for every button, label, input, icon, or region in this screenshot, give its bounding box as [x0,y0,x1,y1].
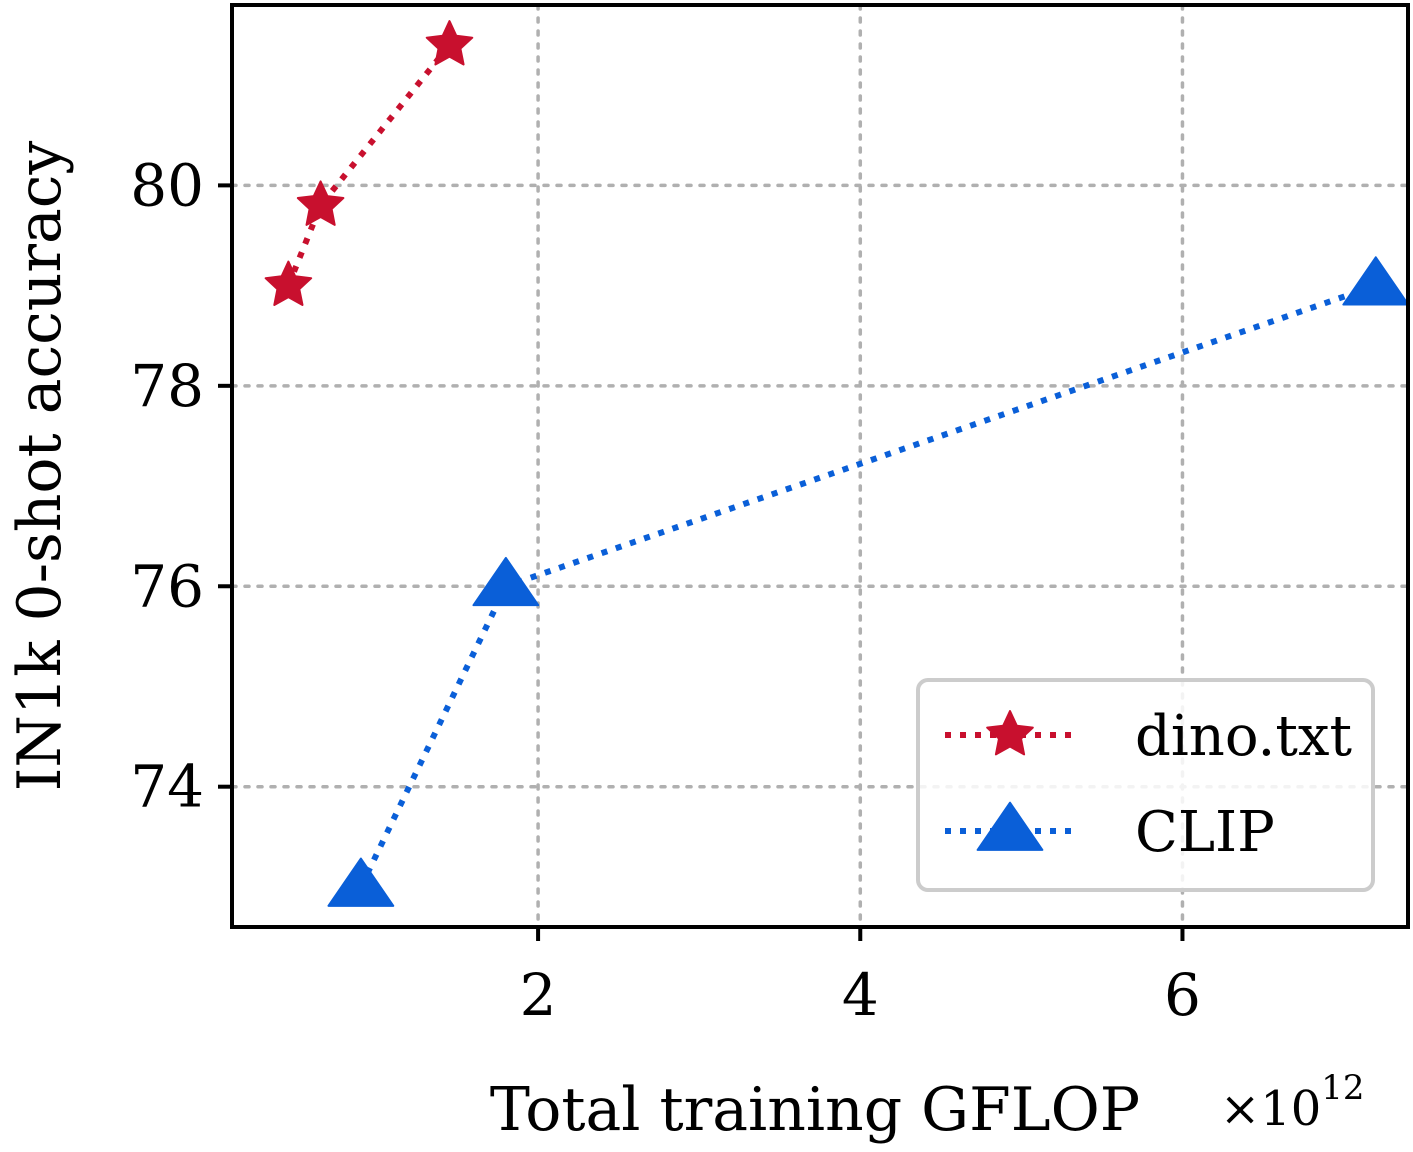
y-tick-label: 80 [130,151,204,219]
x-axis-multiplier-base: ×10 [1220,1081,1321,1137]
legend-label-clip: CLIP [1135,800,1275,865]
x-tick-label: 4 [842,961,879,1029]
legend: dino.txt CLIP [916,678,1375,892]
x-axis-multiplier: ×1012 [1220,1068,1365,1137]
legend-entries: dino.txt CLIP [945,704,1352,865]
legend-marker-dino-txt [986,710,1034,756]
series-layer [264,20,1410,907]
dino-txt-series-line [285,43,452,287]
x-axis-multiplier-exponent: 12 [1321,1068,1364,1108]
clip-data-point [472,556,540,607]
tick-layer: 2 4 6 74 76 78 80 [130,151,1201,1029]
dino-txt-data-point [425,20,474,66]
y-tick-label: 74 [130,753,204,821]
plot-frame [230,3,1410,929]
dino-txt-data-point [296,180,345,226]
y-tick-label: 76 [130,552,204,620]
y-tick-label: 78 [130,352,204,420]
y-axis-label: IN1k 0-shot accuracy [5,141,75,792]
clip-data-point [327,857,395,907]
legend-marker-clip [976,801,1044,851]
legend-label-dino-txt: dino.txt [1135,704,1352,769]
clip-data-point [1342,256,1410,306]
x-tick-label: 2 [520,961,557,1029]
dino-txt-data-point [264,260,313,306]
x-axis-label: Total training GFLOP [490,1075,1140,1145]
x-tick-label: 6 [1164,961,1201,1029]
